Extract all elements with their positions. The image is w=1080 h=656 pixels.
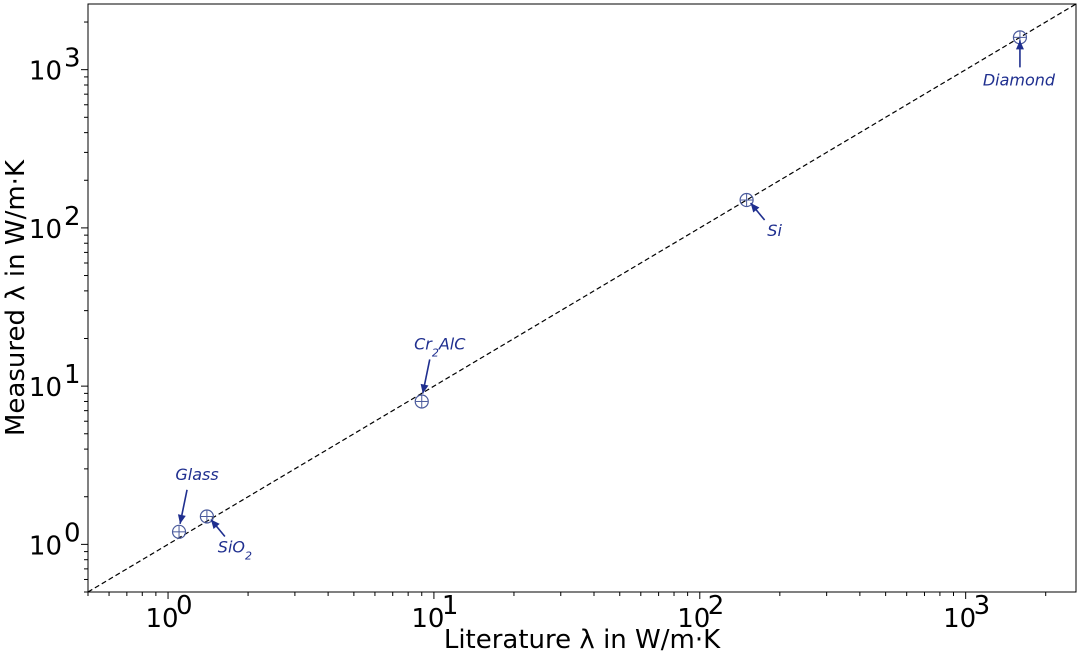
x-tick-exponent: 2 — [708, 591, 725, 621]
annotation-label-part: Si — [767, 221, 782, 240]
y-tick-label: 10 — [29, 373, 62, 403]
annotation-label-cr2alc: Cr2AlC — [414, 334, 466, 359]
data-point-glass — [171, 524, 187, 539]
annotation-cr2alc-arrowhead — [420, 383, 429, 394]
annotation-label-si: Si — [767, 221, 782, 240]
x-tick-label: 10 — [411, 604, 444, 634]
annotation-label-part: Glass — [175, 465, 218, 484]
x-axis-ticks: 100 101 102 103 — [87, 591, 1047, 634]
annotation-label-part: 2 — [245, 549, 252, 562]
x-tick-exponent: 1 — [442, 591, 459, 621]
annotation-sio2-arrowhead — [210, 519, 220, 529]
x-tick-label: 10 — [943, 604, 976, 634]
annotation-label-part: AlC — [438, 334, 466, 353]
y-tick-label: 10 — [29, 57, 62, 87]
y-tick-label: 10 — [29, 215, 62, 245]
plot-frame — [87, 3, 1077, 593]
y-tick-exponent: 3 — [64, 44, 81, 74]
annotation-label-glass: Glass — [175, 465, 218, 484]
x-tick-exponent: 0 — [176, 591, 193, 621]
x-tick-label: 10 — [145, 604, 178, 634]
annotation-diamond-arrowhead — [1015, 40, 1024, 50]
annotation-si-arrowhead — [750, 203, 760, 213]
annotation-label-part: Diamond — [983, 70, 1056, 89]
annotation-label-part: SiO — [218, 538, 245, 557]
annotation-label-part: Cr — [414, 334, 433, 353]
annotation-label-diamond: Diamond — [983, 70, 1056, 89]
x-tick-exponent: 3 — [974, 591, 991, 621]
data-point-cr2alc — [414, 394, 429, 409]
x-tick-label: 10 — [677, 604, 710, 634]
y-axis-title: Measured λ in W/m·K — [1, 159, 31, 436]
annotation-label-sio2: SiO2 — [218, 538, 252, 563]
annotation-glass-arrowhead — [177, 514, 186, 524]
data-point-si — [739, 192, 754, 208]
y-tick-exponent: 2 — [64, 202, 81, 232]
x-axis-title: Literature λ in W/m·K — [444, 625, 721, 655]
y-tick-exponent: 1 — [64, 360, 81, 390]
data-point-sio2 — [199, 509, 214, 524]
y-tick-exponent: 0 — [64, 518, 81, 548]
y-tick-label: 10 — [29, 531, 62, 561]
annotation-label-part: 2 — [432, 346, 439, 359]
